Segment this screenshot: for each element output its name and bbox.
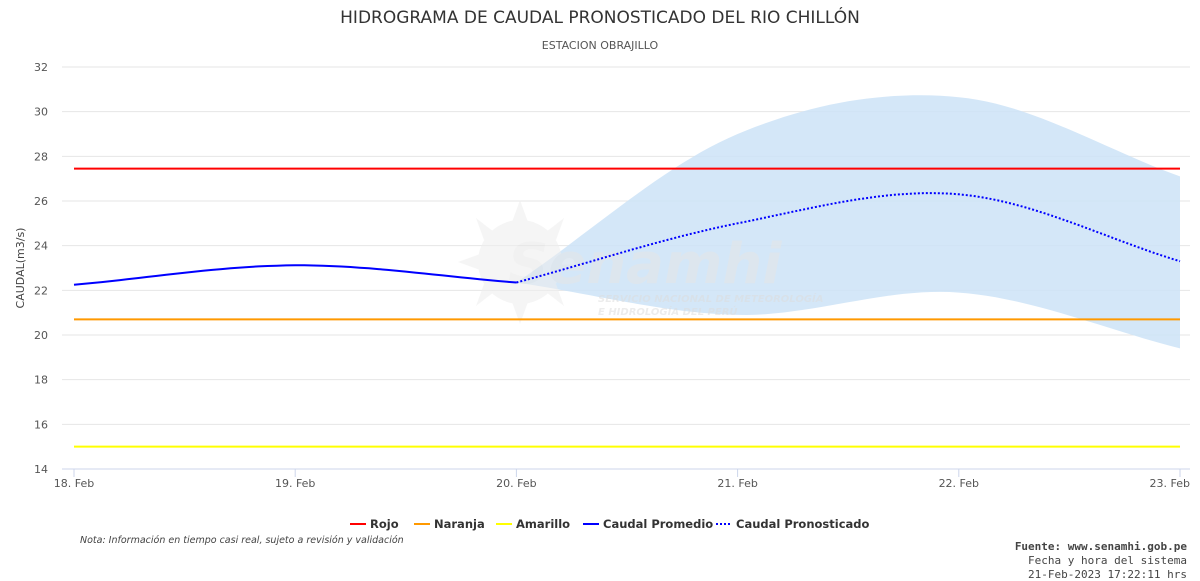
y-tick-label: 24 [34,240,48,253]
y-axis-title: CAUDAL(m3/s) [14,228,27,309]
axis-layer: 14 16 18 20 22 24 26 28 30 32 18. Feb 19. Feb 20. Fe… [34,61,1190,490]
legend-label-caudal-promedio: Caudal Promedio [603,517,713,531]
legend-label-amarillo: Amarillo [516,517,570,531]
forecast-band-layer [516,95,1180,349]
series-line-caudal-promedio [73,264,517,286]
legend-item-amarillo[interactable]: Amarillo [496,517,570,531]
watermark-brand: Senamhi [508,232,782,297]
legend-item-naranja[interactable]: Naranja [414,517,485,531]
forecast-range-band [516,95,1180,349]
sun-logo-icon [458,200,582,324]
legend-label-rojo: Rojo [370,517,399,531]
series-layer [73,192,1181,286]
x-tick-label: 19. Feb [275,477,315,490]
y-tick-label: 22 [34,284,48,297]
y-tick-label: 18 [34,374,48,387]
x-tick-label: 22. Feb [939,477,979,490]
legend-label-caudal-pronosticado: Caudal Pronosticado [736,517,870,531]
y-tick-label: 26 [34,195,48,208]
y-tick-label: 30 [34,106,48,119]
chart-subtitle: ESTACION OBRAJILLO [542,39,659,52]
x-tick-label: 23. Feb [1150,477,1190,490]
footer-datetime-value: 21-Feb-2023 17:22:11 hrs [1028,568,1187,581]
watermark-line1: SERVICIO NACIONAL DE METEOROLOGÍA [598,292,824,305]
legend-label-naranja: Naranja [434,517,485,531]
chart-legend: Rojo Naranja Amarillo Caudal Promedio Ca… [350,517,870,531]
y-tick-label: 28 [34,150,48,163]
legend-item-rojo[interactable]: Rojo [350,517,399,531]
footer-note: Nota: Información en tiempo casi real, s… [80,535,404,546]
senamhi-watermark: Senamhi SERVICIO NACIONAL DE METEOROLOGÍ… [458,200,824,324]
y-tick-label: 32 [34,61,48,74]
series-line-caudal-pronosticado [516,192,1181,284]
y-tick-label: 16 [34,418,48,431]
legend-item-caudal-pronosticado[interactable]: Caudal Pronosticado [716,517,870,531]
footer-source: Fuente: www.senamhi.gob.pe [1015,540,1188,553]
legend-item-caudal-promedio[interactable]: Caudal Promedio [583,517,713,531]
y-tick-label: 20 [34,329,48,342]
threshold-layer [74,167,1180,448]
x-tick-label: 20. Feb [496,477,536,490]
chart-title: HIDROGRAMA DE CAUDAL PRONOSTICADO DEL RI… [340,6,860,28]
y-tick-label: 14 [34,463,48,476]
x-tick-label: 18. Feb [54,477,94,490]
x-tick-label: 21. Feb [717,477,757,490]
watermark-line2: E HIDROLOGÍA DEL PERÚ [598,305,738,318]
footer-datetime-label: Fecha y hora del sistema [1028,554,1187,567]
